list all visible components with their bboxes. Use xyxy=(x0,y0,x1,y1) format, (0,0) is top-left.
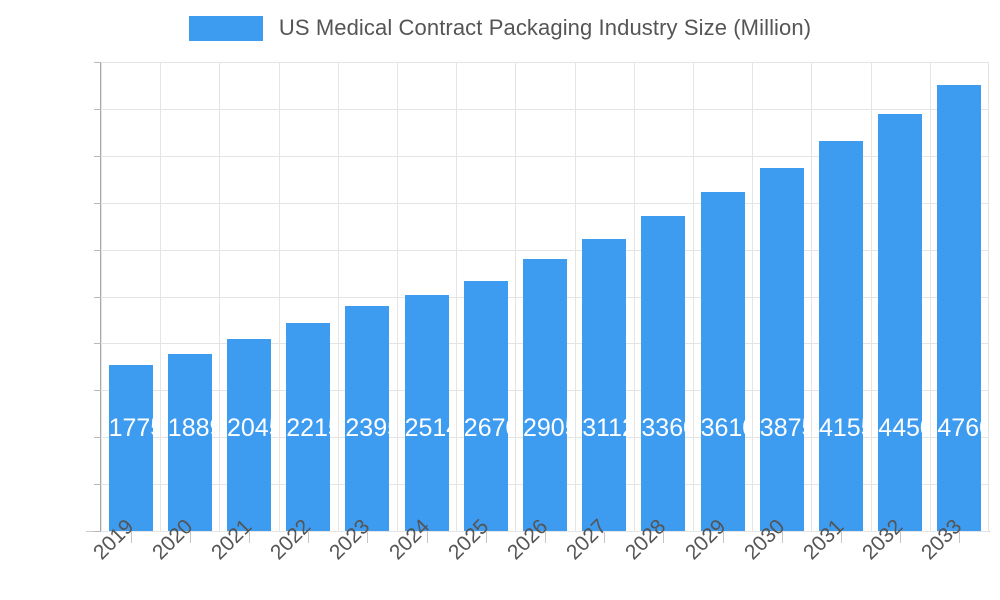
x-axis-tick-mark xyxy=(367,532,369,543)
x-axis-tick-mark xyxy=(663,532,665,543)
y-axis-tick-mark xyxy=(94,343,101,345)
bar-value-label: 18890 xyxy=(167,414,212,442)
vertical-gridline xyxy=(338,62,339,531)
bar-value-label: 41550 xyxy=(819,414,863,442)
bar[interactable]: 25140 xyxy=(404,295,449,531)
x-axis-tick-mark xyxy=(485,532,487,543)
x-axis-tick-mark xyxy=(841,532,842,543)
gridline xyxy=(101,108,989,110)
y-axis-tick-mark xyxy=(94,155,101,157)
gridline xyxy=(101,62,989,63)
bar[interactable]: 38750 xyxy=(759,167,804,531)
vertical-gridline xyxy=(871,62,872,531)
y-axis-tick-mark xyxy=(94,249,101,251)
vertical-gridline xyxy=(160,62,161,531)
bar-value-label: 38750 xyxy=(759,414,804,442)
y-axis-tick-mark xyxy=(94,108,101,110)
bar-value-label: 25140 xyxy=(404,414,449,442)
gridline xyxy=(101,202,989,204)
gridline xyxy=(101,155,989,157)
bar[interactable]: 18890 xyxy=(167,353,212,531)
y-axis-tick-mark xyxy=(94,437,101,439)
bar-value-label: 31125 xyxy=(582,414,626,442)
bar-value-label: 44500 xyxy=(878,414,922,442)
bar[interactable]: 44500 xyxy=(878,113,923,531)
x-axis-tick-mark xyxy=(722,532,724,543)
x-axis-tick-mark xyxy=(426,532,428,543)
bar[interactable]: 47600 xyxy=(937,84,982,531)
bar-value-label: 20450 xyxy=(227,414,271,442)
x-axis-tick-mark xyxy=(308,532,310,543)
bar-value-label: 47600 xyxy=(937,414,981,442)
bar[interactable]: 36100 xyxy=(700,192,745,531)
plot-area: 17750 18890 20450 22150 23950 25140 26700 29050… xyxy=(101,62,989,532)
bar-value-label: 17750 xyxy=(108,414,153,442)
vertical-gridline xyxy=(397,62,398,531)
bar[interactable]: 26700 xyxy=(463,280,508,531)
vertical-gridline xyxy=(988,62,989,531)
bar[interactable]: 22150 xyxy=(286,323,331,531)
x-axis-tick-mark xyxy=(604,532,606,543)
bar[interactable]: 31125 xyxy=(582,239,627,531)
vertical-gridline xyxy=(811,62,812,531)
legend-label-series-1[interactable]: US Medical Contract Packaging Industry S… xyxy=(278,15,812,40)
gridline xyxy=(101,531,989,532)
bar-value-label: 23950 xyxy=(345,414,389,442)
vertical-gridline xyxy=(693,62,694,531)
y-axis-tick-mark xyxy=(94,202,101,204)
x-axis-tick-mark xyxy=(900,532,902,543)
x-axis-tick-mark xyxy=(545,532,546,543)
bar-value-label: 26700 xyxy=(463,414,508,442)
vertical-gridline xyxy=(752,62,753,531)
bar-value-label: 33600 xyxy=(641,414,685,442)
bar[interactable]: 29050 xyxy=(523,258,567,531)
bar-value-label: 29050 xyxy=(523,414,567,442)
vertical-gridline xyxy=(930,62,931,531)
vertical-gridline xyxy=(219,62,220,531)
vertical-gridline xyxy=(634,62,635,531)
bar[interactable]: 17750 xyxy=(108,364,153,531)
x-axis-tick-mark xyxy=(959,532,961,543)
x-axis-tick-mark xyxy=(130,532,132,543)
y-axis-tick-mark xyxy=(94,390,101,392)
y-axis-tick-mark xyxy=(94,484,101,486)
bar-value-label: 22150 xyxy=(286,414,330,442)
vertical-gridline xyxy=(279,62,280,531)
y-axis-tick-mark xyxy=(94,296,101,298)
bar[interactable]: 20450 xyxy=(227,339,271,531)
vertical-gridline xyxy=(456,62,457,531)
chart-legend: US Medical Contract Packaging Industry S… xyxy=(0,8,1000,48)
x-axis-tick-mark xyxy=(189,532,191,543)
legend-swatch-series-1[interactable] xyxy=(188,15,263,41)
x-axis-tick-mark xyxy=(249,532,250,543)
vertical-gridline xyxy=(575,62,576,531)
y-axis-tick-mark xyxy=(94,531,101,532)
bar-value-label: 36100 xyxy=(700,414,745,442)
bar[interactable]: 23950 xyxy=(345,306,390,531)
gridline xyxy=(101,249,989,251)
x-axis-tick-mark xyxy=(781,532,783,543)
bar[interactable]: 41550 xyxy=(819,141,863,531)
y-axis-tick-mark xyxy=(94,62,101,63)
vertical-gridline xyxy=(515,62,516,531)
bar[interactable]: 33600 xyxy=(641,215,686,531)
vertical-gridline xyxy=(101,62,102,531)
